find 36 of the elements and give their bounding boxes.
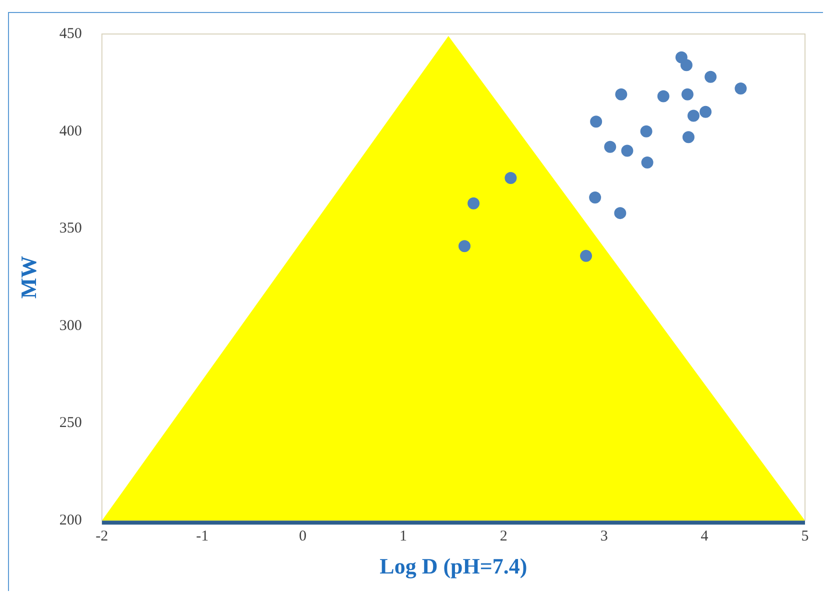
y-tick-label: 450 bbox=[59, 26, 82, 42]
point bbox=[681, 88, 694, 100]
point bbox=[641, 156, 654, 168]
point bbox=[640, 125, 652, 138]
x-tick-label: 1 bbox=[399, 528, 407, 545]
x-tick-label: 2 bbox=[500, 528, 508, 545]
point bbox=[458, 240, 470, 252]
y-tick-label: 350 bbox=[59, 220, 82, 237]
x-axis-title: Log D (pH=7.4) bbox=[380, 553, 528, 578]
x-tick-label: 5 bbox=[801, 528, 809, 545]
point bbox=[604, 140, 616, 153]
x-tick-label: -1 bbox=[196, 528, 209, 545]
point bbox=[688, 110, 700, 122]
point bbox=[734, 82, 747, 94]
point bbox=[704, 70, 717, 83]
point bbox=[621, 144, 634, 157]
point bbox=[468, 197, 480, 210]
y-tick-label: 250 bbox=[59, 415, 82, 432]
point bbox=[682, 131, 694, 144]
point bbox=[680, 59, 692, 72]
x-tick-label: 4 bbox=[700, 528, 709, 545]
point bbox=[700, 106, 712, 118]
x-tick-label: -2 bbox=[96, 528, 108, 545]
point bbox=[589, 192, 602, 204]
point bbox=[614, 207, 626, 220]
x-tick-label: 0 bbox=[299, 528, 307, 545]
point bbox=[504, 172, 517, 184]
point bbox=[580, 250, 592, 262]
point bbox=[657, 90, 670, 102]
y-tick-label: 400 bbox=[59, 123, 82, 140]
point bbox=[590, 116, 602, 128]
y-tick-label: 300 bbox=[59, 318, 82, 334]
point bbox=[615, 88, 628, 100]
y-tick-label: 200 bbox=[59, 512, 82, 529]
y-axis-title: MW bbox=[16, 256, 41, 299]
x-tick-label: 3 bbox=[600, 528, 608, 545]
